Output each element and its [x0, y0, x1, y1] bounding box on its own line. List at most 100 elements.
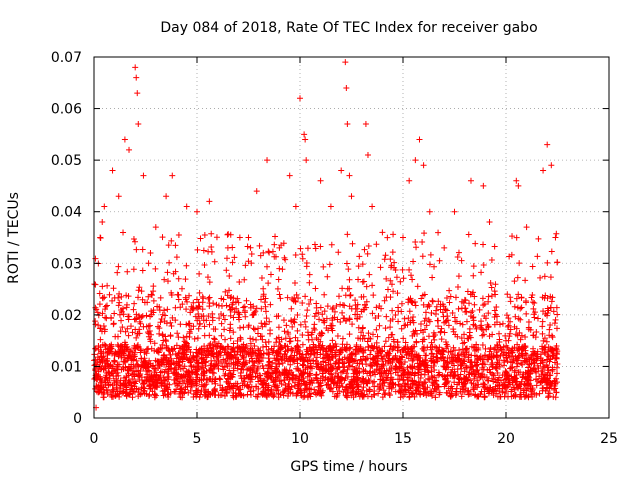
data-point — [388, 281, 395, 288]
y-tick-label: 0.06 — [51, 102, 82, 118]
data-point — [100, 322, 107, 329]
data-point — [174, 330, 181, 337]
data-point — [373, 326, 380, 333]
data-point — [513, 234, 520, 241]
data-point — [428, 310, 435, 317]
data-point — [366, 386, 373, 393]
data-point — [496, 321, 503, 328]
data-point — [360, 347, 367, 354]
data-point — [206, 321, 213, 328]
data-point — [99, 359, 106, 366]
data-point — [279, 266, 286, 273]
data-point — [161, 388, 168, 395]
data-point — [355, 324, 362, 331]
data-point — [153, 392, 160, 399]
data-point — [224, 343, 231, 350]
data-point — [92, 356, 99, 363]
data-point — [462, 378, 469, 385]
x-tick-label: 10 — [291, 431, 309, 447]
data-point — [172, 242, 179, 249]
data-point — [302, 385, 309, 392]
data-point — [311, 241, 318, 248]
data-point — [167, 332, 174, 339]
data-point — [166, 259, 173, 266]
data-point — [310, 357, 317, 364]
data-point — [154, 348, 161, 355]
data-point — [335, 293, 342, 300]
data-point — [261, 320, 268, 327]
data-point — [120, 311, 127, 318]
data-point — [470, 263, 477, 270]
data-point — [204, 274, 211, 281]
data-point — [249, 336, 256, 343]
data-point — [376, 322, 383, 329]
data-point — [431, 263, 438, 270]
data-point — [462, 297, 469, 304]
data-point — [138, 314, 145, 321]
data-point — [477, 356, 484, 363]
data-point — [133, 246, 140, 253]
data-point — [530, 365, 537, 372]
data-point — [331, 349, 338, 356]
data-point — [156, 303, 163, 310]
data-point — [223, 255, 230, 262]
data-point — [493, 303, 500, 310]
data-point — [543, 338, 550, 345]
data-point — [531, 349, 538, 356]
data-point — [362, 121, 369, 128]
x-tick-label: 15 — [394, 431, 412, 447]
data-point — [134, 90, 141, 97]
data-point — [540, 337, 547, 344]
data-point — [179, 301, 186, 308]
data-point — [259, 362, 266, 369]
data-point — [97, 325, 104, 332]
data-point — [295, 295, 302, 302]
data-point — [355, 383, 362, 390]
data-point — [384, 359, 391, 366]
data-point — [277, 377, 284, 384]
data-point — [226, 384, 233, 391]
data-point — [370, 292, 377, 299]
data-point — [511, 344, 518, 351]
data-point — [358, 308, 365, 315]
data-point — [547, 321, 554, 328]
data-point — [106, 345, 113, 352]
data-point — [421, 291, 428, 298]
data-point — [294, 337, 301, 344]
data-point — [397, 394, 404, 401]
data-point — [334, 333, 341, 340]
data-point — [420, 162, 427, 169]
data-point — [270, 393, 277, 400]
data-point — [298, 389, 305, 396]
data-point — [208, 365, 215, 372]
data-point — [161, 307, 168, 314]
data-point — [177, 394, 184, 401]
data-point — [394, 338, 401, 345]
data-point — [400, 234, 406, 241]
data-point — [458, 393, 465, 400]
data-point — [485, 386, 492, 393]
data-point — [184, 298, 191, 305]
data-point — [390, 336, 397, 343]
data-point — [550, 308, 557, 315]
data-point — [208, 230, 215, 237]
data-point — [444, 371, 451, 378]
data-point — [290, 372, 297, 379]
data-point — [255, 391, 262, 398]
data-point — [324, 273, 331, 280]
data-point — [300, 369, 307, 376]
data-point — [539, 318, 546, 325]
data-point — [225, 343, 232, 350]
data-point — [229, 385, 236, 392]
data-point — [336, 388, 343, 395]
data-point — [442, 379, 449, 386]
data-point — [226, 353, 233, 360]
data-point — [311, 313, 318, 320]
data-point — [123, 344, 130, 351]
data-point — [505, 315, 512, 322]
data-point — [179, 374, 186, 381]
data-point — [381, 256, 388, 263]
data-point — [282, 256, 289, 263]
data-point — [320, 317, 327, 324]
data-point — [351, 357, 358, 364]
